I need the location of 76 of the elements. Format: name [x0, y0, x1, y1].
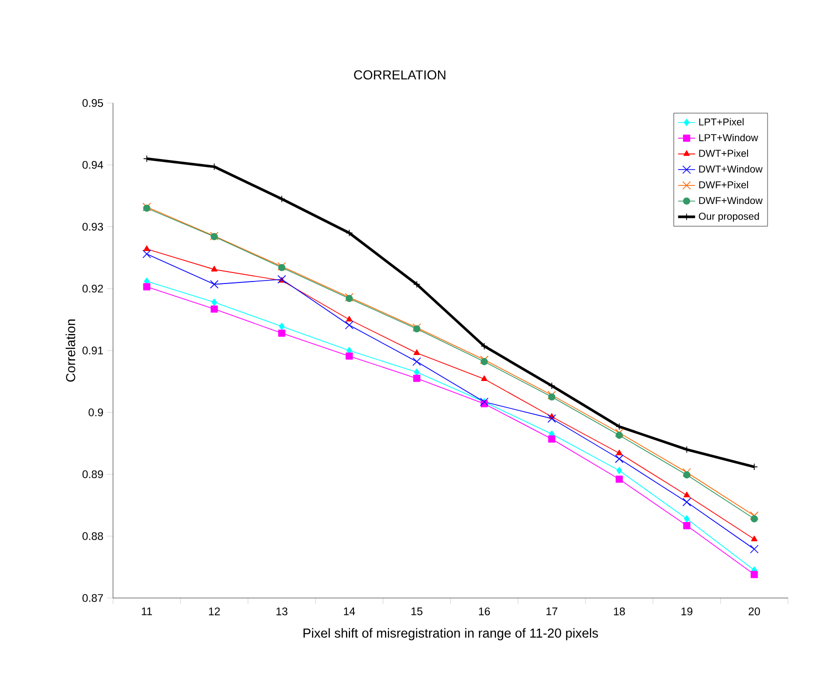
point: [414, 349, 420, 355]
x-tick-label: 14: [344, 608, 356, 616]
point: [144, 245, 150, 252]
y-axis-title: Correlation: [66, 320, 76, 382]
y-tick-label: 0.89: [82, 470, 103, 478]
point: [683, 522, 690, 530]
y-tick-label: 0.94: [82, 160, 104, 169]
point: [750, 570, 758, 578]
point: [278, 322, 285, 330]
y-tick-label: 0.93: [82, 222, 103, 231]
point: [413, 374, 420, 382]
point: [682, 468, 692, 477]
point: [480, 342, 488, 350]
point: [143, 283, 150, 290]
point: [346, 229, 353, 237]
legend-label: DWT+Window: [699, 165, 763, 173]
point: [683, 471, 690, 478]
legend-label: DWT+Pixel: [699, 150, 748, 157]
legend-label: Our proposed: [698, 212, 759, 222]
x-tick-label: 11: [142, 608, 152, 616]
point: [616, 432, 623, 439]
point: [211, 266, 218, 272]
y-tick-label: 0.87: [82, 594, 103, 602]
point: [614, 428, 624, 438]
x-tick-label: 13: [276, 608, 288, 616]
legend-label: DWF+Window: [699, 196, 763, 204]
x-tick-label: 20: [748, 608, 760, 616]
point: [346, 316, 352, 322]
point: [481, 375, 488, 381]
y-tick-label: 0.91: [82, 346, 103, 354]
point: [684, 515, 690, 522]
y-tick-label: 0.92: [82, 284, 103, 293]
point: [142, 250, 152, 258]
x-tick-label: 19: [681, 608, 692, 616]
point: [547, 390, 556, 400]
point: [750, 463, 758, 470]
point: [751, 536, 758, 542]
point: [548, 382, 556, 390]
chart-title: CORRELATION: [354, 70, 446, 80]
y-tick-label: 0.95: [82, 99, 104, 107]
x-tick-label: 18: [614, 608, 625, 616]
point: [346, 352, 353, 360]
point: [412, 357, 422, 366]
point: [480, 358, 488, 366]
x-tick-label: 17: [546, 608, 558, 616]
x-axis-title: Pixel shift of misregistration in range of 11-20 pixels: [304, 628, 598, 640]
point: [616, 476, 623, 483]
point: [684, 492, 690, 498]
point: [210, 280, 219, 289]
x-tick-label: 15: [411, 608, 422, 616]
point: [414, 368, 420, 376]
legend-label: LPT+Window: [699, 134, 758, 142]
point: [278, 195, 286, 202]
point: [616, 423, 623, 430]
point: [750, 515, 758, 522]
point: [547, 414, 556, 423]
x-tick-label: 16: [478, 608, 490, 616]
point: [750, 544, 759, 554]
point: [344, 320, 354, 330]
point: [413, 280, 420, 288]
y-tick-label: 0.88: [82, 532, 103, 540]
point: [614, 454, 624, 464]
point: [278, 330, 286, 337]
legend-label: DWF+Pixel: [699, 180, 748, 188]
point: [616, 466, 622, 474]
point: [480, 356, 489, 364]
point: [548, 393, 556, 400]
point: [616, 450, 622, 456]
legend-label: LPT+Pixel: [699, 118, 744, 126]
x-tick-label: 12: [208, 608, 220, 616]
point: [548, 435, 556, 443]
y-tick-label: 0.9: [88, 408, 103, 416]
point: [750, 511, 759, 520]
point: [210, 305, 218, 313]
point: [682, 498, 692, 506]
point: [211, 298, 218, 306]
